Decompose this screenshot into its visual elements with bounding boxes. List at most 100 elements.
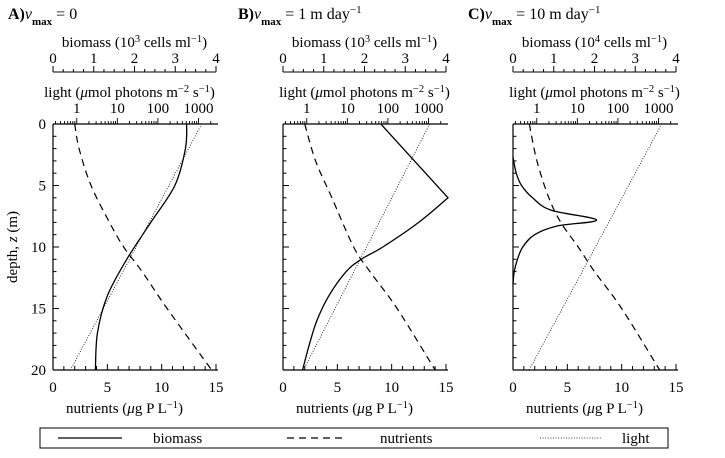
nutrient-tick-label: 15 — [209, 380, 224, 396]
light-line — [528, 123, 663, 371]
panel-title: A)vmax = 0 — [8, 6, 77, 28]
light-axis-title-part: −1 — [664, 84, 675, 95]
biomass-axis-title: biomass (104 cells ml−1) — [522, 34, 667, 52]
light-tick-label: 1000 — [183, 101, 213, 117]
depth-axis: 0 5 10 15 20 — [31, 117, 59, 379]
nutrient-axis: 0 5 10 15 — [279, 364, 454, 396]
light-tick-label: 10 — [340, 101, 355, 117]
panel-title-part: v — [485, 6, 493, 23]
light-axis-title-part: light ( — [279, 85, 315, 101]
legend-label: nutrients — [380, 431, 433, 447]
nutrient-tick-label: 5 — [104, 380, 112, 396]
nutrient-axis: 0 5 10 15 — [509, 364, 684, 396]
light-axis-title-part: ) — [210, 85, 215, 101]
biomass-axis-title-part: biomass (10 — [522, 35, 595, 51]
light-axis-title-part: light ( — [509, 85, 545, 101]
biomass-tick-label: 4 — [672, 51, 680, 67]
biomass-tick-label: 3 — [172, 51, 180, 67]
biomass-axis: 0 1 2 3 4 — [279, 51, 450, 73]
nutrient-tick-label: 0 — [509, 380, 517, 396]
depth-axis-title-part: (m) — [5, 211, 21, 236]
biomass-axis-title-part: cells ml — [140, 35, 191, 51]
panel-title-part: v — [254, 6, 262, 23]
panel-title-part: max — [32, 16, 53, 28]
legend: biomass nutrients light — [39, 427, 669, 449]
light-tick-label: 100 — [377, 101, 400, 117]
light-axis-title-part: light ( — [44, 85, 80, 101]
light-axis-title: light (μmol photons m−2 s−1) — [509, 84, 680, 102]
nutrient-tick-label: 5 — [334, 380, 342, 396]
nutrient-axis-title-part: ) — [638, 401, 643, 417]
biomass-axis-title-part: −1 — [191, 34, 202, 45]
nutrient-axis-title-part: nutrients ( — [526, 401, 587, 417]
nutrient-axis-title-part: ) — [178, 401, 183, 417]
nutrient-axis-title-part: −1 — [167, 400, 178, 411]
panel-title-part: max — [261, 16, 282, 28]
nutrients-line — [304, 123, 436, 371]
biomass-tick-label: 4 — [212, 51, 220, 67]
biomass-axis-title-part: 3 — [365, 34, 370, 45]
biomass-tick-label: 1 — [90, 51, 98, 67]
light-tick-label: 100 — [607, 101, 630, 117]
panel-title-part: −1 — [589, 4, 601, 16]
biomass-line — [512, 157, 598, 284]
nutrient-axis-title-part: μ — [356, 401, 365, 417]
biomass-axis-title-part: cells ml — [370, 35, 421, 51]
biomass-axis-title-part: biomass (10 — [292, 35, 365, 51]
light-axis-title-part: s — [189, 85, 199, 101]
nutrient-tick-label: 15 — [439, 380, 454, 396]
nutrient-tick-label: 15 — [669, 380, 684, 396]
panel-title-part: = 10 m day — [512, 6, 589, 23]
biomass-tick-label: 1 — [320, 51, 328, 67]
biomass-axis-title-part: ) — [432, 35, 437, 51]
light-axis-title-part: s — [654, 85, 664, 101]
depth-tick-label: 0 — [39, 117, 47, 133]
nutrient-axis-title-part: nutrients ( — [296, 401, 357, 417]
biomass-tick-label: 4 — [442, 51, 450, 67]
light-axis-title-part: −2 — [643, 84, 654, 95]
panel-title-part: max — [492, 16, 513, 28]
depth-axis — [283, 123, 289, 371]
legend-label: biomass — [153, 431, 202, 447]
nutrients-line — [74, 123, 213, 371]
biomass-axis-title-part: 4 — [595, 34, 601, 45]
nutrient-axis-title: nutrients (μg P L−1) — [66, 400, 183, 418]
nutrients-line — [528, 123, 661, 371]
biomass-tick-label: 3 — [402, 51, 410, 67]
biomass-axis-title: biomass (103 cells ml−1) — [62, 34, 207, 52]
light-tick-label: 1 — [73, 101, 81, 117]
nutrient-axis-title-part: g P L — [365, 401, 397, 417]
nutrient-axis-title-part: −1 — [627, 400, 638, 411]
biomass-axis: 0 1 2 3 4 — [509, 51, 680, 73]
light-axis-title-part: μ — [79, 85, 88, 101]
nutrient-tick-label: 0 — [49, 380, 57, 396]
biomass-axis: 0 1 2 3 4 — [49, 51, 220, 73]
light-tick-label: 10 — [570, 101, 585, 117]
nutrient-tick-label: 5 — [564, 380, 572, 396]
biomass-tick-label: 0 — [49, 51, 57, 67]
depth-tick-label: 10 — [31, 240, 46, 256]
biomass-tick-label: 2 — [361, 51, 369, 67]
panel-title-part: = 0 — [52, 6, 77, 23]
panel-title-part: v — [25, 6, 33, 23]
panel-title-part: −1 — [350, 4, 362, 16]
biomass-tick-label: 0 — [279, 51, 287, 67]
light-axis-title-part: s — [424, 85, 434, 101]
light-axis-title-part: mol photons m — [88, 85, 178, 101]
light-tick-label: 1000 — [643, 101, 673, 117]
biomass-axis-title-part: ) — [662, 35, 667, 51]
light-axis: 1 10 100 1000 — [515, 101, 673, 124]
light-axis-title-part: −1 — [434, 84, 445, 95]
biomass-tick-label: 3 — [632, 51, 640, 67]
depth-tick-label: 5 — [39, 179, 47, 195]
light-axis-title-part: −2 — [178, 84, 189, 95]
biomass-tick-label: 2 — [591, 51, 599, 67]
light-axis: 1 10 100 1000 — [55, 101, 213, 124]
biomass-axis-title-part: −1 — [651, 34, 662, 45]
biomass-tick-label: 1 — [550, 51, 558, 67]
legend-box — [39, 427, 669, 449]
biomass-tick-label: 0 — [509, 51, 517, 67]
legend-label: light — [622, 431, 650, 447]
